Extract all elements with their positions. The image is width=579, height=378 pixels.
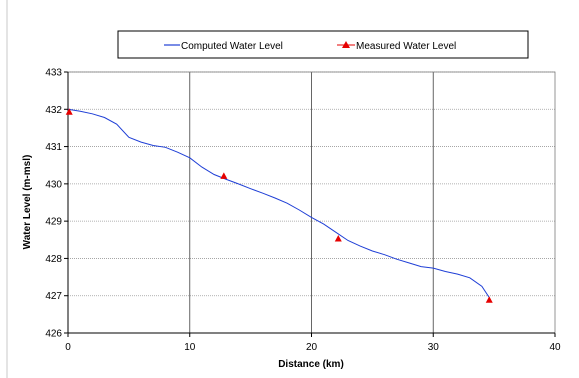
computed-series: [67, 108, 490, 298]
legend-measured-label: Measured Water Level: [356, 41, 456, 52]
legend-computed-label: Computed Water Level: [181, 41, 283, 52]
x-tick-label: 40: [549, 342, 561, 353]
measured-point: [334, 235, 342, 242]
measured-point: [220, 172, 228, 179]
y-tick-label: 427: [45, 291, 62, 302]
measured-point: [485, 296, 493, 303]
x-tick-label: 0: [65, 342, 71, 353]
gridlines: [68, 71, 555, 333]
y-tick-label: 429: [45, 217, 62, 228]
y-tick-label: 430: [45, 179, 62, 190]
y-tick-label: 426: [45, 329, 62, 340]
tick-labels: 426 427 428 429 430 431 432 433 0 10 20 30 40: [45, 68, 561, 354]
y-axis-title: Water Level (m-msl): [22, 155, 33, 250]
y-tick-label: 433: [45, 68, 62, 79]
computed-water-level-line: [67, 108, 490, 298]
measured-point: [65, 108, 73, 115]
legend-box: [117, 30, 529, 59]
measured-series: [65, 108, 493, 303]
x-tick-label: 20: [306, 342, 318, 353]
legend-measured-swatch-marker: [342, 41, 350, 48]
axes: [64, 71, 556, 337]
legend: Computed Water Level Measured Water Leve…: [117, 30, 529, 59]
y-tick-label: 432: [45, 105, 62, 116]
x-tick-label: 10: [184, 342, 196, 353]
x-axis-title: Distance (km): [278, 359, 344, 370]
x-tick-label: 30: [428, 342, 440, 353]
y-tick-label: 428: [45, 254, 62, 265]
y-tick-label: 431: [45, 142, 62, 153]
